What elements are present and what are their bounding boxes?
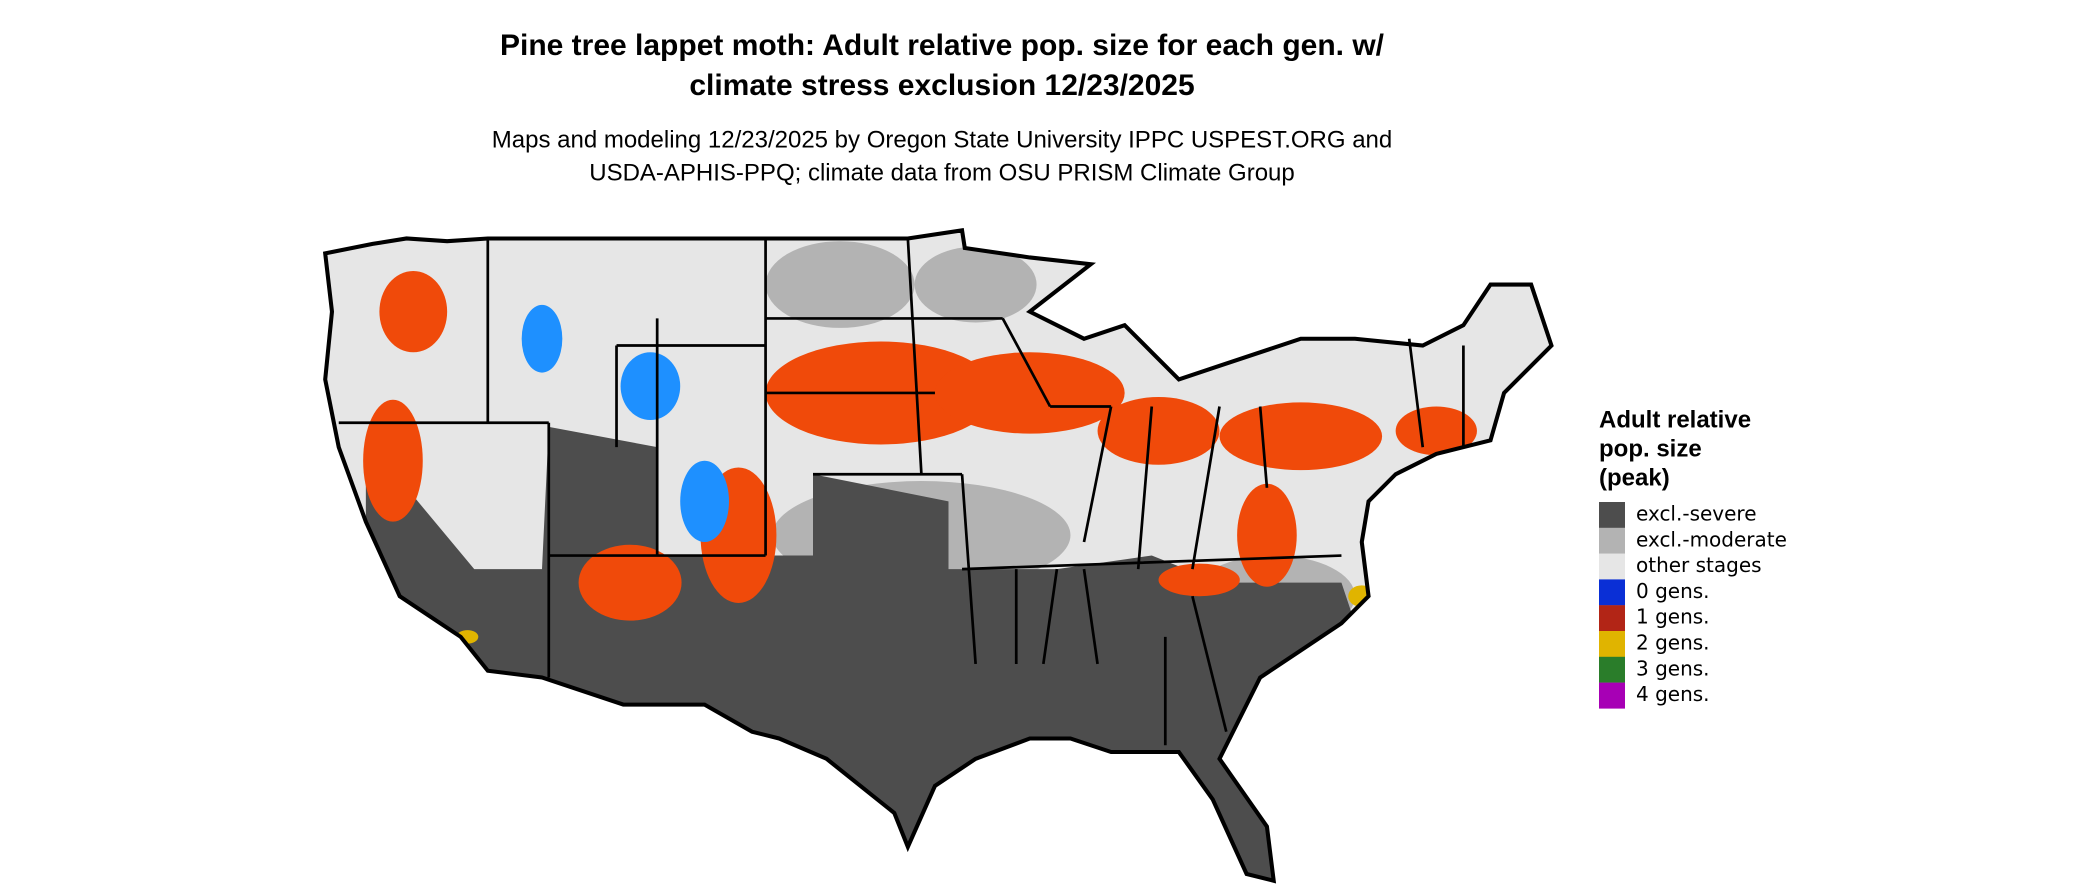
us-map bbox=[322, 228, 1554, 884]
legend-label: 0 gens. bbox=[1636, 579, 1710, 603]
legend-title: (peak) bbox=[1599, 464, 1670, 491]
legend-swatch bbox=[1599, 579, 1625, 606]
moderate-area bbox=[765, 241, 915, 328]
title: climate stress exclusion 12/23/2025 bbox=[689, 69, 1194, 102]
us-outline bbox=[322, 228, 1554, 884]
legend-label: 2 gens. bbox=[1636, 631, 1710, 655]
legend: Adult relative pop. size (peak) excl.-se… bbox=[1599, 406, 1787, 709]
legend-swatch bbox=[1599, 631, 1625, 657]
subtitle: Maps and modeling 12/23/2025 by Oregon S… bbox=[492, 126, 1392, 153]
legend-label: excl.-moderate bbox=[1636, 527, 1787, 551]
legend-swatch bbox=[1599, 527, 1625, 554]
zero-gen-areas bbox=[521, 304, 729, 542]
legend-swatch bbox=[1599, 656, 1625, 683]
title: Pine tree lappet moth: Adult relative po… bbox=[500, 29, 1385, 62]
legend-label: excl.-severe bbox=[1636, 502, 1757, 526]
legend-swatch bbox=[1599, 605, 1625, 632]
legend-label: other stages bbox=[1636, 553, 1762, 577]
severe-area bbox=[365, 426, 1356, 881]
legend-title: pop. size bbox=[1599, 435, 1702, 462]
legend-label: 4 gens. bbox=[1636, 682, 1710, 706]
legend-swatch bbox=[1599, 682, 1625, 709]
legend-label: 1 gens. bbox=[1636, 605, 1710, 629]
moderate-area bbox=[914, 246, 1037, 323]
legend-title: Adult relative bbox=[1599, 406, 1751, 433]
state-lines bbox=[338, 238, 1465, 746]
subtitle: USDA-APHIS-PPQ; climate data from OSU PR… bbox=[589, 159, 1295, 186]
legend-swatch bbox=[1599, 502, 1625, 528]
legend-label: 3 gens. bbox=[1636, 656, 1710, 680]
legend-swatch bbox=[1599, 553, 1625, 580]
